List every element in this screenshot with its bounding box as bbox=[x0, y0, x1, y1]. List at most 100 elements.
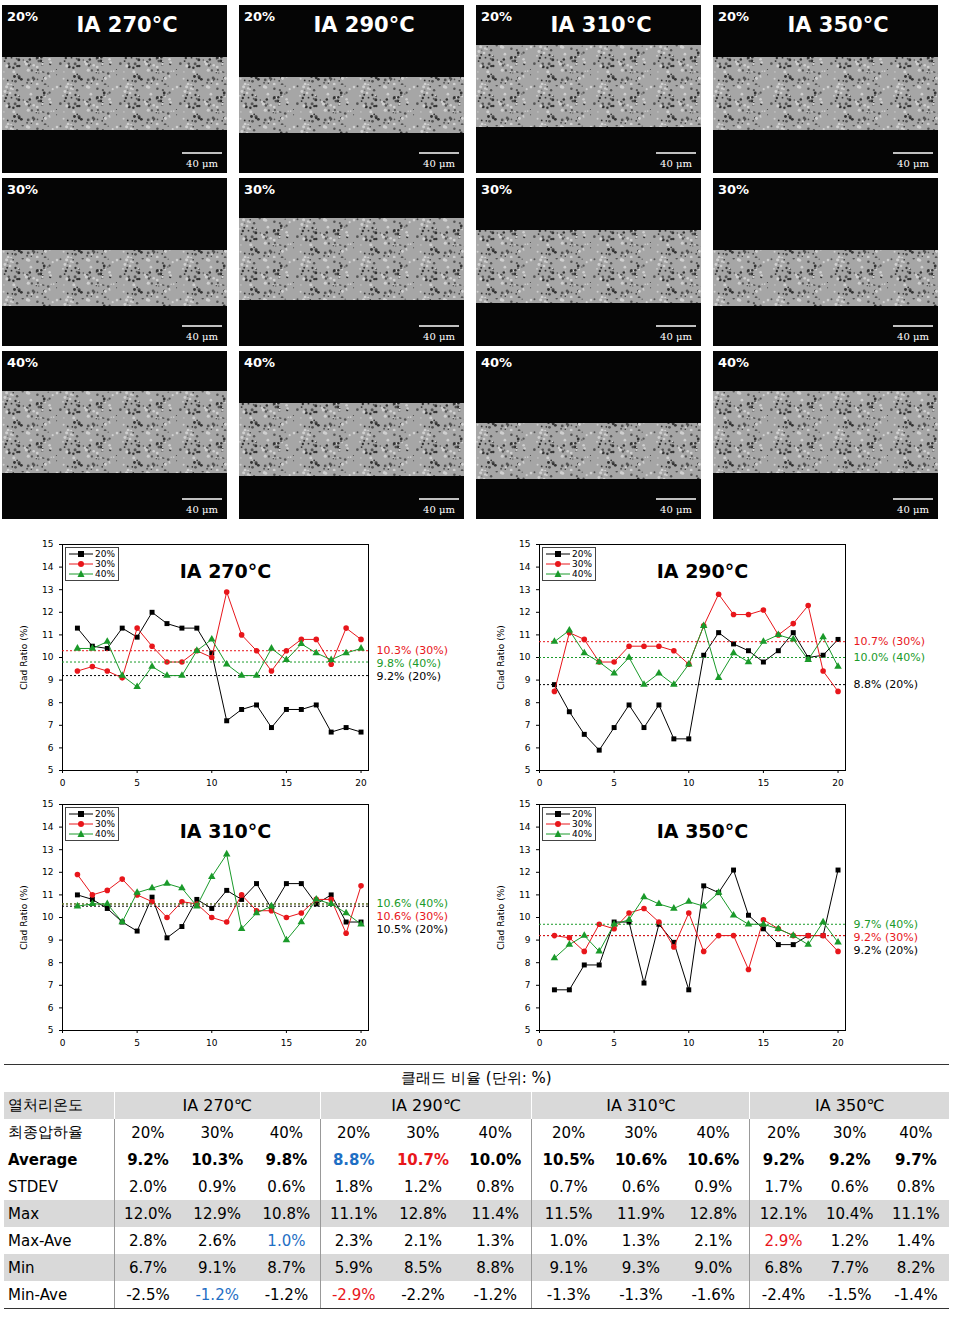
svg-text:14: 14 bbox=[42, 562, 54, 572]
svg-text:14: 14 bbox=[519, 822, 531, 832]
svg-text:40 μm: 40 μm bbox=[186, 158, 218, 169]
svg-text:5: 5 bbox=[525, 1025, 531, 1035]
svg-text:13: 13 bbox=[519, 585, 530, 595]
svg-text:9.2% (30%): 9.2% (30%) bbox=[854, 931, 918, 944]
svg-text:Clad Ratio (%): Clad Ratio (%) bbox=[496, 885, 506, 949]
svg-text:40 μm: 40 μm bbox=[423, 504, 455, 515]
svg-text:30%: 30% bbox=[244, 182, 275, 197]
svg-text:11: 11 bbox=[519, 890, 530, 900]
svg-text:40 μm: 40 μm bbox=[897, 158, 929, 169]
svg-text:11: 11 bbox=[519, 630, 530, 640]
svg-text:5: 5 bbox=[134, 778, 140, 788]
svg-text:40%: 40% bbox=[7, 355, 38, 370]
svg-text:20: 20 bbox=[832, 778, 844, 788]
svg-text:15: 15 bbox=[758, 778, 769, 788]
svg-text:0: 0 bbox=[537, 1038, 543, 1048]
svg-text:10: 10 bbox=[42, 652, 54, 662]
svg-text:10.0% (40%): 10.0% (40%) bbox=[854, 651, 925, 664]
svg-text:9.7% (40%): 9.7% (40%) bbox=[854, 918, 918, 931]
svg-text:15: 15 bbox=[758, 1038, 769, 1048]
svg-text:20%: 20% bbox=[718, 9, 749, 24]
svg-text:20%: 20% bbox=[7, 9, 38, 24]
svg-text:9.2% (20%): 9.2% (20%) bbox=[854, 944, 918, 957]
svg-text:40 μm: 40 μm bbox=[186, 504, 218, 515]
svg-text:14: 14 bbox=[519, 562, 531, 572]
svg-text:IA 290°C: IA 290°C bbox=[313, 13, 414, 37]
svg-text:40 μm: 40 μm bbox=[186, 331, 218, 342]
svg-text:Clad Ratio (%): Clad Ratio (%) bbox=[19, 885, 29, 949]
svg-text:30%: 30% bbox=[481, 182, 512, 197]
svg-text:20: 20 bbox=[832, 1038, 844, 1048]
svg-text:40 μm: 40 μm bbox=[660, 331, 692, 342]
svg-text:7: 7 bbox=[48, 720, 54, 730]
svg-text:40 μm: 40 μm bbox=[897, 504, 929, 515]
svg-text:15: 15 bbox=[281, 778, 292, 788]
svg-text:8: 8 bbox=[525, 698, 531, 708]
svg-text:IA 270°C: IA 270°C bbox=[180, 560, 272, 582]
svg-text:5: 5 bbox=[611, 778, 617, 788]
svg-text:IA 270°C: IA 270°C bbox=[76, 13, 177, 37]
svg-text:7: 7 bbox=[48, 980, 54, 990]
svg-text:20%: 20% bbox=[244, 9, 275, 24]
svg-text:IA 290°C: IA 290°C bbox=[657, 560, 749, 582]
svg-text:40 μm: 40 μm bbox=[897, 331, 929, 342]
svg-text:9.2% (20%): 9.2% (20%) bbox=[377, 670, 441, 683]
svg-text:40%: 40% bbox=[244, 355, 275, 370]
svg-text:13: 13 bbox=[42, 585, 53, 595]
svg-text:IA 310°C: IA 310°C bbox=[550, 13, 651, 37]
svg-text:9: 9 bbox=[525, 935, 531, 945]
svg-text:8: 8 bbox=[48, 698, 54, 708]
svg-text:12: 12 bbox=[42, 867, 53, 877]
svg-text:40%: 40% bbox=[718, 355, 749, 370]
svg-text:5: 5 bbox=[611, 1038, 617, 1048]
svg-text:40 μm: 40 μm bbox=[423, 158, 455, 169]
svg-text:12: 12 bbox=[519, 867, 530, 877]
svg-text:9: 9 bbox=[525, 675, 531, 685]
svg-text:5: 5 bbox=[48, 765, 54, 775]
svg-text:6: 6 bbox=[525, 1003, 531, 1013]
svg-text:5: 5 bbox=[48, 1025, 54, 1035]
svg-text:8: 8 bbox=[48, 958, 54, 968]
svg-text:Clad Ratio (%): Clad Ratio (%) bbox=[496, 625, 506, 689]
svg-text:5: 5 bbox=[134, 1038, 140, 1048]
svg-text:0: 0 bbox=[60, 778, 66, 788]
svg-text:10: 10 bbox=[206, 1038, 218, 1048]
svg-text:0: 0 bbox=[60, 1038, 66, 1048]
svg-text:10.5% (20%): 10.5% (20%) bbox=[377, 923, 448, 936]
svg-text:12: 12 bbox=[42, 607, 53, 617]
svg-text:40%: 40% bbox=[481, 355, 512, 370]
svg-text:9.8% (40%): 9.8% (40%) bbox=[377, 657, 441, 670]
svg-text:10.6% (30%): 10.6% (30%) bbox=[377, 910, 448, 923]
svg-text:8: 8 bbox=[525, 958, 531, 968]
svg-text:20%: 20% bbox=[481, 9, 512, 24]
svg-text:7: 7 bbox=[525, 980, 531, 990]
svg-text:IA 350°C: IA 350°C bbox=[657, 820, 749, 842]
svg-text:10.7% (30%): 10.7% (30%) bbox=[854, 635, 925, 648]
svg-text:6: 6 bbox=[525, 743, 531, 753]
svg-text:15: 15 bbox=[42, 539, 53, 549]
svg-text:10.6% (40%): 10.6% (40%) bbox=[377, 897, 448, 910]
svg-text:40 μm: 40 μm bbox=[660, 504, 692, 515]
svg-text:15: 15 bbox=[42, 799, 53, 809]
svg-text:IA 310°C: IA 310°C bbox=[180, 820, 272, 842]
svg-text:11: 11 bbox=[42, 630, 53, 640]
svg-text:10: 10 bbox=[683, 1038, 695, 1048]
svg-text:7: 7 bbox=[525, 720, 531, 730]
svg-text:10: 10 bbox=[683, 778, 695, 788]
svg-text:30%: 30% bbox=[718, 182, 749, 197]
svg-text:13: 13 bbox=[42, 845, 53, 855]
svg-text:14: 14 bbox=[42, 822, 54, 832]
svg-text:6: 6 bbox=[48, 743, 54, 753]
svg-text:13: 13 bbox=[519, 845, 530, 855]
svg-text:5: 5 bbox=[525, 765, 531, 775]
svg-text:Clad Ratio (%): Clad Ratio (%) bbox=[19, 625, 29, 689]
svg-text:12: 12 bbox=[519, 607, 530, 617]
svg-text:10: 10 bbox=[519, 652, 531, 662]
svg-text:6: 6 bbox=[48, 1003, 54, 1013]
svg-text:30%: 30% bbox=[7, 182, 38, 197]
svg-text:15: 15 bbox=[519, 799, 530, 809]
svg-text:10: 10 bbox=[519, 912, 531, 922]
svg-text:10.3% (30%): 10.3% (30%) bbox=[377, 644, 448, 657]
svg-text:8.8% (20%): 8.8% (20%) bbox=[854, 678, 918, 691]
svg-text:10: 10 bbox=[42, 912, 54, 922]
